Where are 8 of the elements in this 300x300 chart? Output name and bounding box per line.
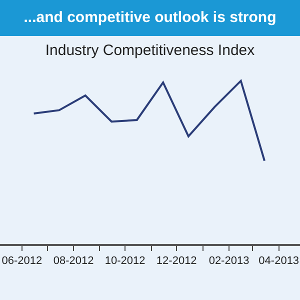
x-tick-label: 02-2013 — [208, 255, 250, 268]
chart-title: ...and competitive outlook is strong — [0, 0, 300, 36]
x-tick-label: 10-2012 — [104, 255, 146, 268]
x-tick-label: 04-2013 — [258, 255, 300, 268]
x-tick-label: 06-2012 — [2, 255, 42, 268]
chart-subtitle: Industry Competitiveness Index — [45, 42, 256, 59]
x-tick-label: 12-2012 — [156, 255, 197, 268]
x-tick-label: 08-2012 — [53, 255, 94, 268]
